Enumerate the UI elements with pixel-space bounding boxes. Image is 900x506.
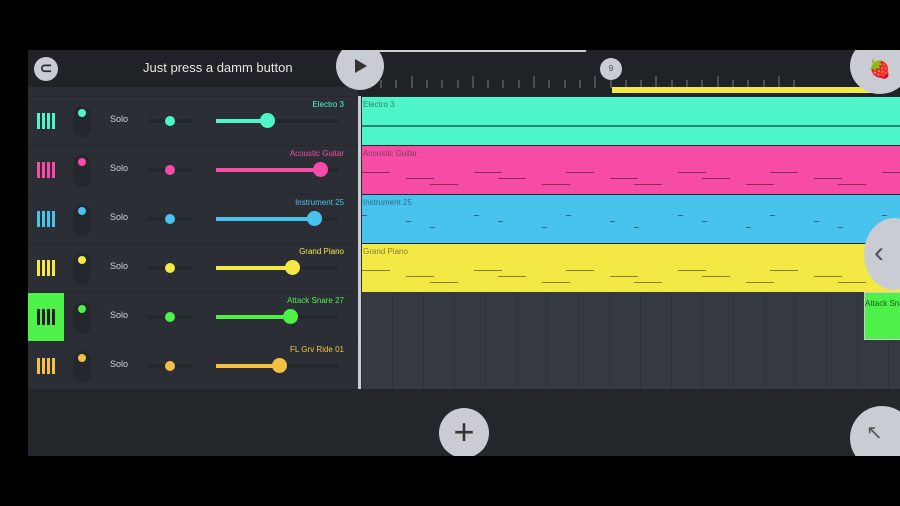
pan-slider[interactable] [148,165,192,175]
ruler-tick [471,76,474,88]
project-title: Just press a damm button [143,60,293,75]
ruler-tick [731,80,734,88]
magnet-icon[interactable]: ⊂ [34,57,58,81]
pan-slider[interactable] [148,214,192,224]
solo-button[interactable]: Solo [110,261,129,271]
ruler-tick [670,80,673,88]
ruler-tick [533,76,535,88]
ruler-tick [609,80,612,88]
fl-studio-app: ⊂ Just press a damm button 9 🍓 Solo Elec… [28,50,900,456]
pattern-label: Grand Piano [363,247,408,256]
piano-keys-icon[interactable] [28,146,64,194]
ruler-tick [762,80,765,88]
play-button[interactable] [336,50,384,90]
ruler-tick [563,80,566,88]
mute-toggle[interactable] [73,351,91,383]
track-name: Grand Piano [299,247,344,256]
pattern-label: Acoustic Guitar [363,149,418,158]
pattern-label: Attack Snare 27 [865,299,900,308]
ruler-tick [578,80,581,88]
mute-toggle[interactable] [73,253,91,285]
piano-keys-icon[interactable] [28,195,64,243]
ruler-tick [425,80,428,88]
piano-keys-icon[interactable] [28,293,64,341]
track-name: Acoustic Guitar [289,149,344,158]
track-name: Instrument 25 [295,198,344,207]
mute-toggle[interactable] [73,302,91,334]
solo-button[interactable]: Solo [110,310,129,320]
ruler-tick [380,80,382,88]
playback-progress [370,50,586,52]
ruler-tick [777,76,780,88]
track-row: Solo Electro 3 [28,96,358,145]
chevron-left-icon[interactable]: ‹ [864,218,900,290]
pattern-clip[interactable]: Electro 3 [362,96,900,145]
empty-lanes-grid[interactable] [362,291,900,389]
header: ⊂ Just press a damm button [28,50,358,87]
plus-icon: + [453,411,475,452]
mute-toggle[interactable] [73,204,91,236]
ruler-tick [686,80,688,88]
ruler-tick [701,80,704,88]
pattern-clip[interactable]: Grand Piano [362,243,900,292]
pattern-label: Electro 3 [363,100,395,109]
ruler-tick [640,80,643,88]
solo-button[interactable]: Solo [110,359,129,369]
volume-slider[interactable] [216,309,338,324]
pattern-clip[interactable]: Instrument 25 [362,194,900,243]
pan-slider[interactable] [148,263,192,273]
ruler-tick [502,80,505,88]
pattern-label: Instrument 25 [363,198,412,207]
pan-slider[interactable] [148,361,192,371]
piano-keys-icon[interactable] [28,342,64,390]
ruler-tick [441,80,444,88]
ruler-tick [395,80,398,88]
pattern-attack-snare[interactable]: Attack Snare 27 [864,292,900,340]
track-row: Solo Instrument 25 [28,194,358,243]
ruler-tick [456,80,459,88]
track-row: Solo Grand Piano [28,243,358,292]
track-row: Solo Acoustic Guitar [28,145,358,194]
volume-slider[interactable] [216,358,338,373]
track-name: FL Grv Ride 01 [290,345,344,354]
piano-keys-icon[interactable] [28,244,64,292]
volume-slider[interactable] [216,211,338,226]
volume-slider[interactable] [216,260,338,275]
pan-slider[interactable] [148,116,192,126]
ruler-tick [716,76,719,88]
solo-button[interactable]: Solo [110,212,129,222]
ruler-tick [747,80,750,88]
ruler-tick [793,80,796,88]
volume-slider[interactable] [216,162,338,177]
solo-button[interactable]: Solo [110,163,129,173]
piano-keys-icon[interactable] [28,97,64,145]
playhead-divider[interactable] [358,96,361,390]
track-row: Solo FL Grv Ride 01 [28,341,358,390]
ruler-tick [410,76,413,88]
ruler-tick [594,76,597,88]
mute-toggle[interactable] [73,106,91,138]
track-row: Solo Attack Snare 27 [28,292,358,341]
loop-region[interactable] [612,87,882,93]
solo-button[interactable]: Solo [110,114,129,124]
mute-toggle[interactable] [73,155,91,187]
track-name: Attack Snare 27 [287,296,344,305]
ruler-tick [624,80,627,88]
ruler-tick [548,80,551,88]
add-track-button[interactable]: + [439,408,489,456]
volume-slider[interactable] [216,113,338,128]
track-name: Electro 3 [312,100,344,109]
ruler-tick [517,80,520,88]
pan-slider[interactable] [148,312,192,322]
ruler-tick [487,80,490,88]
ruler-tick [655,76,658,88]
position-marker[interactable]: 9 [600,58,622,80]
pattern-clip[interactable]: Acoustic Guitar [362,145,900,194]
